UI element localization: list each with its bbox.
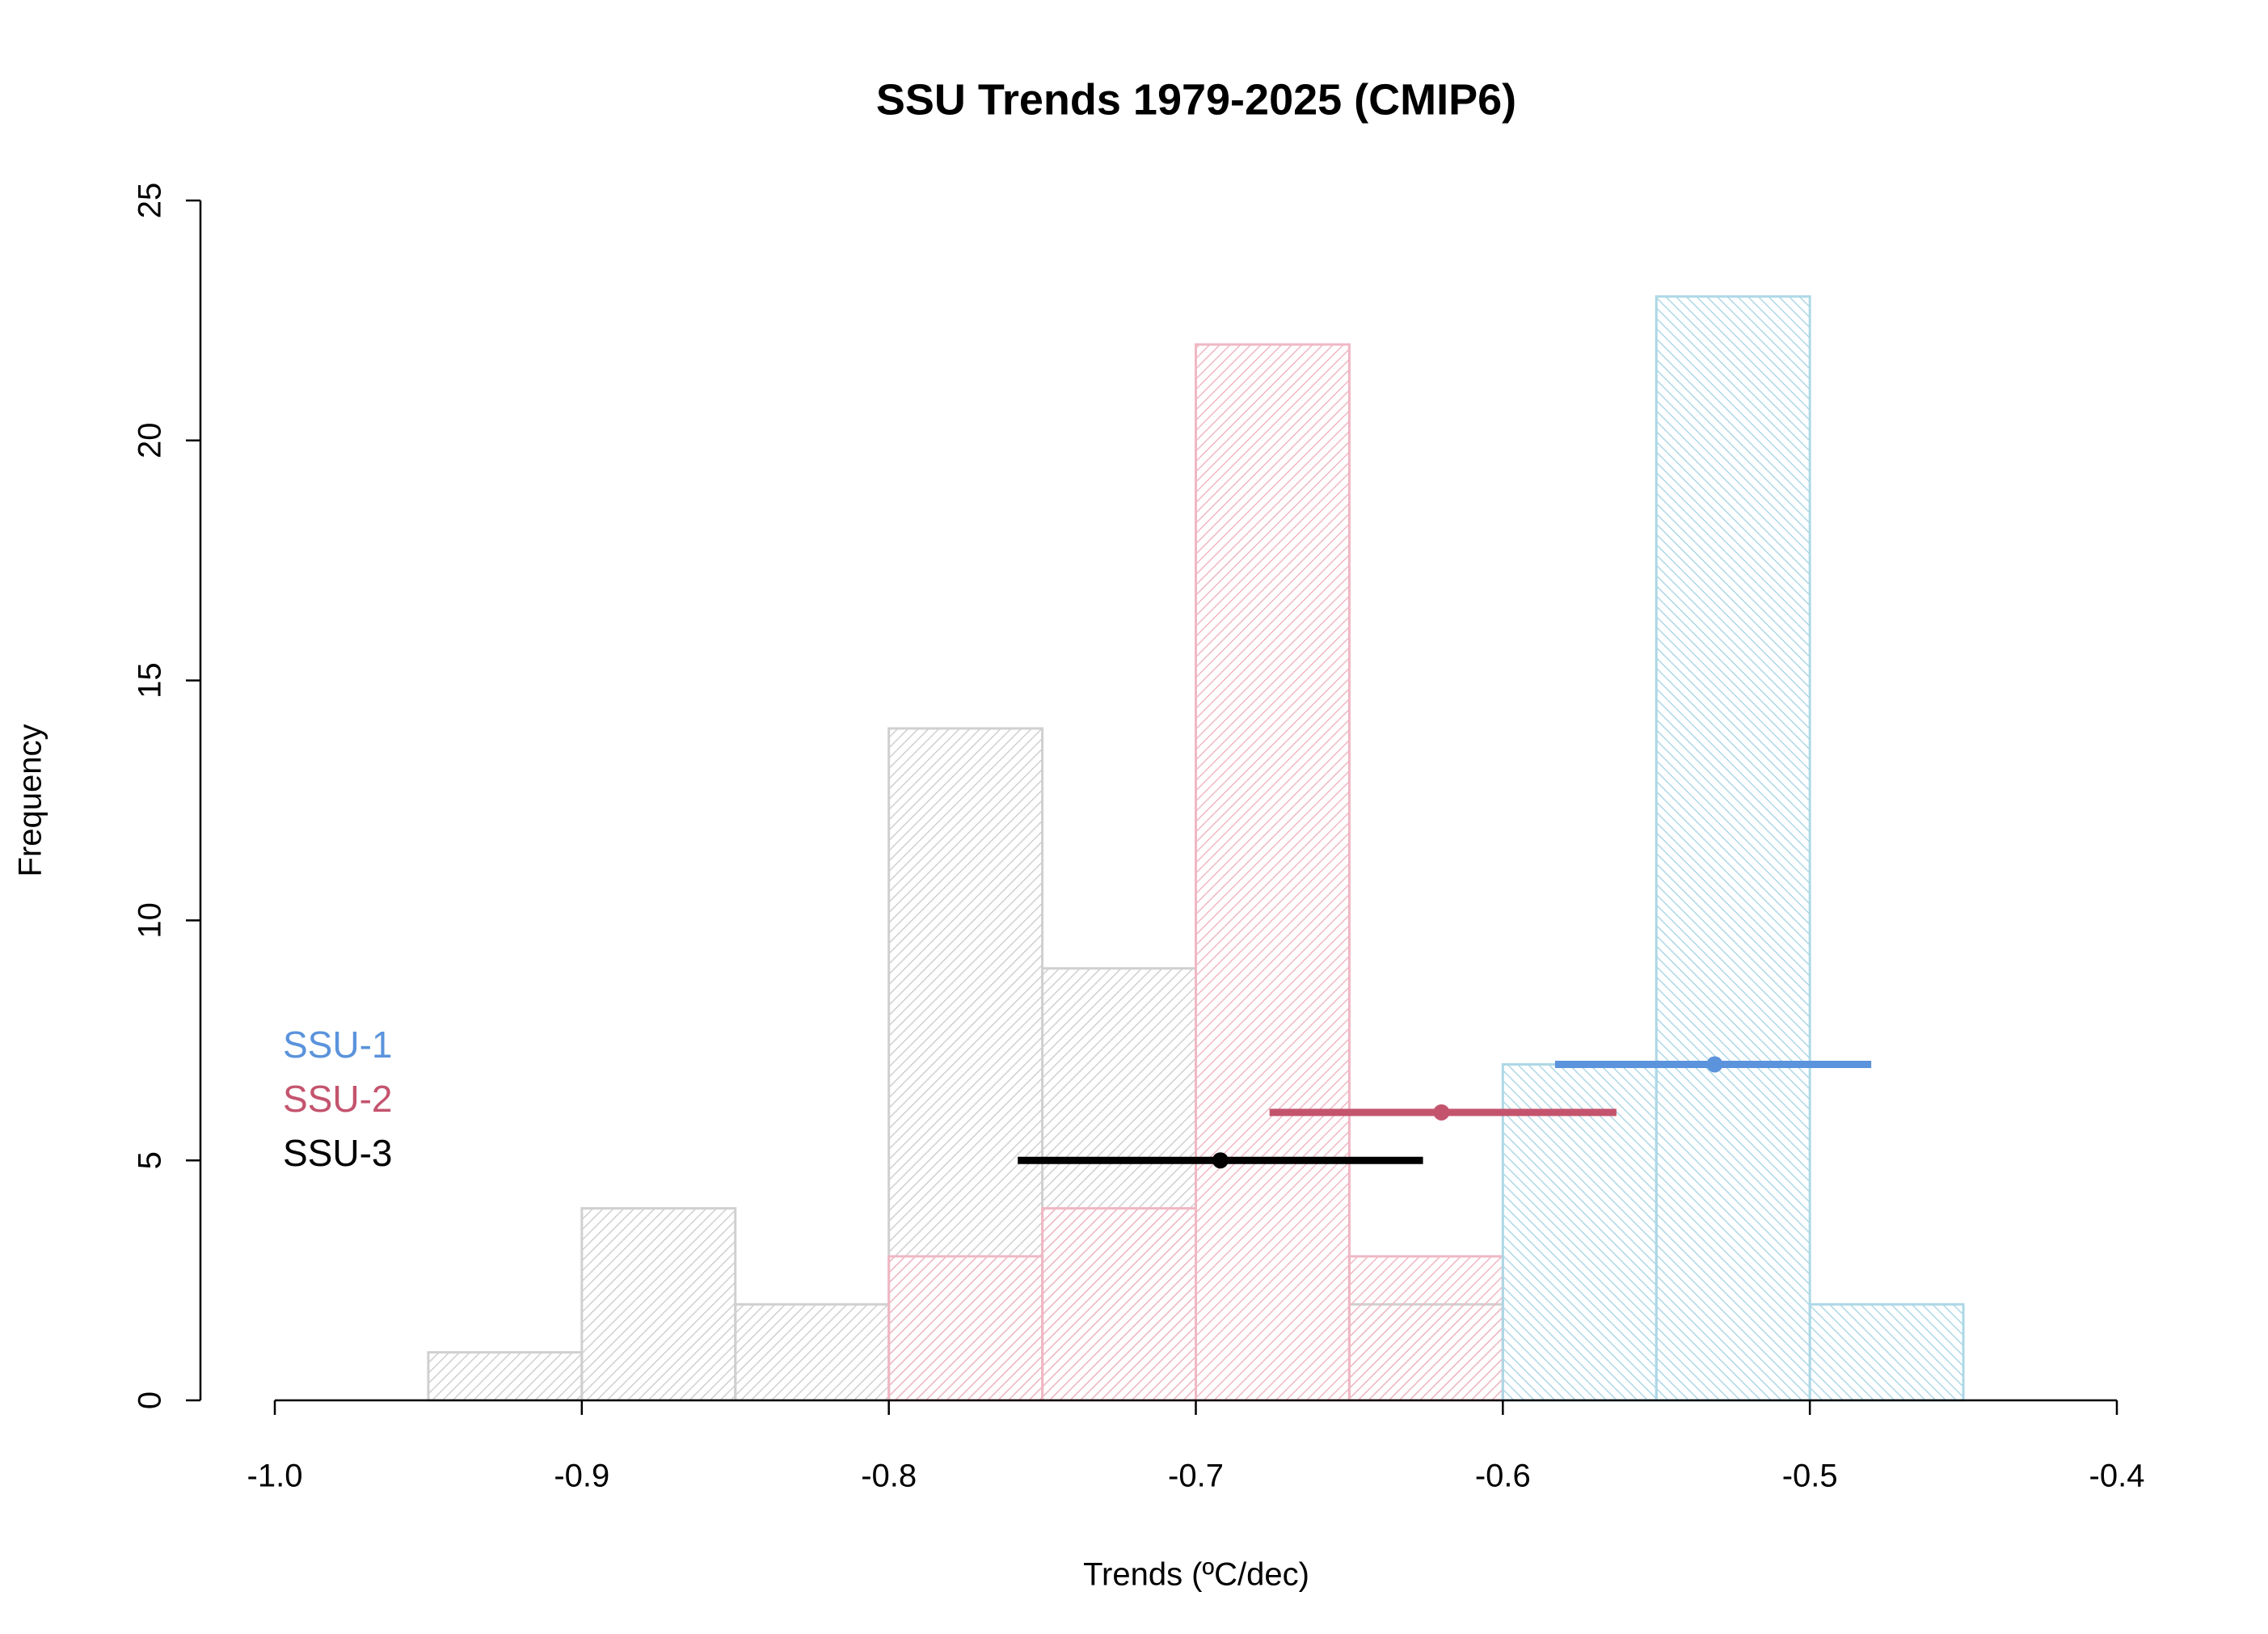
y-tick-label: 5 xyxy=(133,1151,168,1169)
x-axis-label: Trends (ºC/dec) xyxy=(1083,1557,1309,1593)
histogram-bar xyxy=(887,1255,1044,1402)
x-tick-label: -0.9 xyxy=(554,1459,609,1494)
y-tick-label: 0 xyxy=(133,1391,168,1409)
histogram-bar xyxy=(1041,1207,1198,1402)
histogram-bar xyxy=(1347,1255,1504,1402)
x-tick-label: -0.4 xyxy=(2089,1459,2145,1494)
histogram-bar xyxy=(427,1351,584,1402)
x-tick-label: -0.5 xyxy=(1782,1459,1838,1494)
y-tick-label: 15 xyxy=(133,662,168,699)
histogram-bar xyxy=(580,1207,737,1402)
histogram-bar xyxy=(1808,1303,1965,1402)
interval-center xyxy=(1212,1152,1229,1169)
x-tick-label: -0.6 xyxy=(1475,1459,1531,1494)
y-axis-label: Frequency xyxy=(13,724,48,877)
y-tick-label: 25 xyxy=(133,183,168,219)
histogram-bar xyxy=(1655,295,1811,1402)
legend-label: SSU-3 xyxy=(283,1132,392,1174)
x-tick-label: -0.7 xyxy=(1168,1459,1224,1494)
histogram-bar xyxy=(734,1303,891,1402)
y-tick-label: 10 xyxy=(133,902,168,939)
interval-center xyxy=(1706,1056,1723,1073)
interval-center xyxy=(1433,1104,1450,1121)
y-tick-label: 20 xyxy=(133,423,168,459)
x-tick-label: -1.0 xyxy=(247,1459,303,1494)
histogram-bar xyxy=(1501,1062,1658,1402)
legend-label: SSU-2 xyxy=(283,1078,392,1120)
x-tick-label: -0.8 xyxy=(861,1459,917,1494)
legend-label: SSU-1 xyxy=(283,1024,392,1066)
chart-title: SSU Trends 1979-2025 (CMIP6) xyxy=(876,75,1516,124)
histogram-bar xyxy=(1195,343,1351,1402)
